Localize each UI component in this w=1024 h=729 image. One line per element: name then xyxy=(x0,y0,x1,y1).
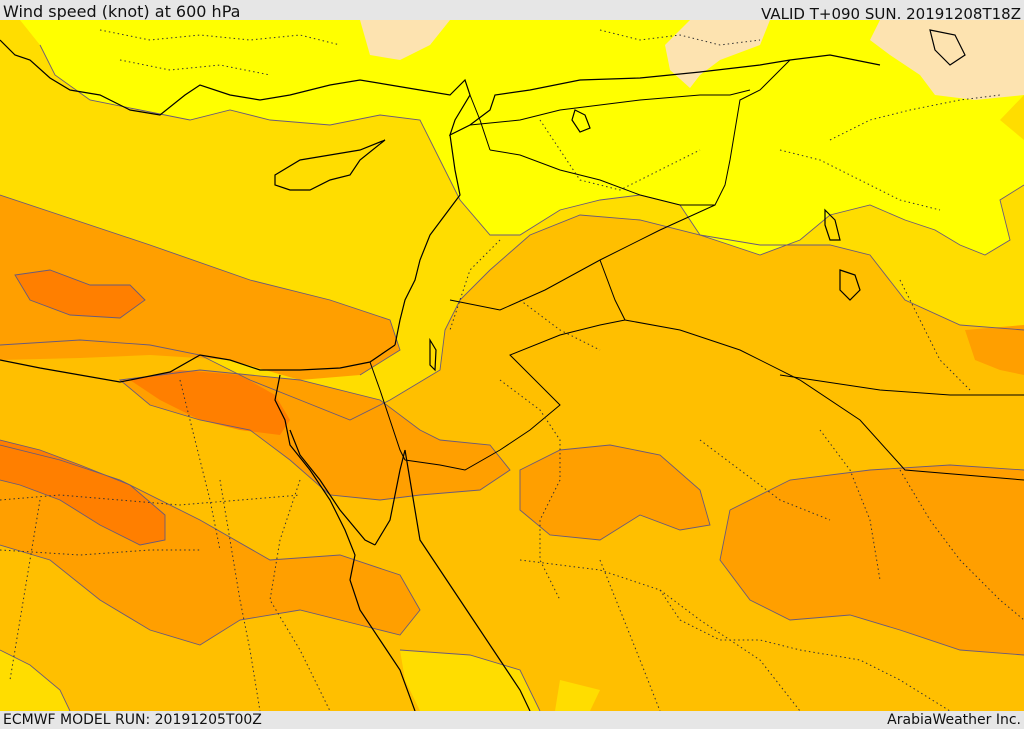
contour-lines xyxy=(0,44,1024,711)
coastlines xyxy=(0,29,966,711)
band-lt10 xyxy=(20,20,1024,255)
band-10-20 xyxy=(555,680,600,711)
footer-bar xyxy=(0,711,1024,729)
band-30-40 xyxy=(965,325,1024,375)
credit-label: ArabiaWeather Inc. xyxy=(887,712,1021,728)
band-calm xyxy=(665,20,770,88)
wind-speed-map xyxy=(0,20,1024,711)
band-30-40 xyxy=(520,445,710,540)
map-title: Wind speed (knot) at 600 hPa xyxy=(3,2,241,21)
valid-time: VALID T+090 SUN. 20191208T18Z xyxy=(761,5,1021,23)
band-10-20 xyxy=(0,650,70,711)
band-30-40 xyxy=(720,465,1024,655)
band-calm xyxy=(360,20,450,60)
model-run-label: ECMWF MODEL RUN: 20191205T00Z xyxy=(3,712,262,728)
band-40-50 xyxy=(15,270,145,318)
band-30-40 xyxy=(0,195,400,380)
band-40-50 xyxy=(0,440,165,545)
header-bar xyxy=(0,0,1024,20)
band-40-50 xyxy=(130,370,290,435)
band-calm xyxy=(870,20,1024,100)
band-10-20 xyxy=(400,650,540,711)
admin-boundaries xyxy=(0,29,1024,711)
